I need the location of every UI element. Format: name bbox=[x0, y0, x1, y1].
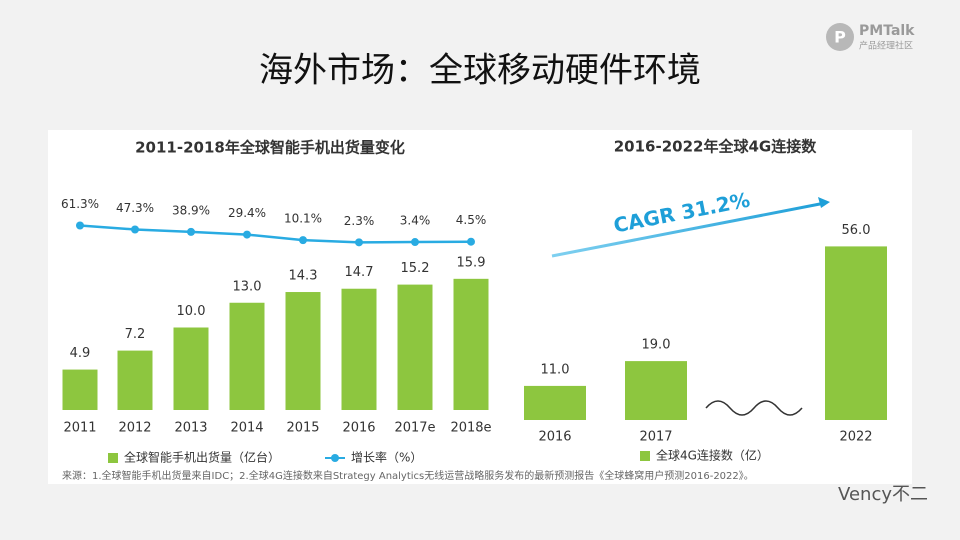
bar bbox=[285, 292, 321, 410]
x-tick-label: 2013 bbox=[174, 421, 207, 436]
x-tick-label: 2016 bbox=[342, 421, 375, 436]
x-tick-label: 2011 bbox=[63, 421, 96, 436]
data-label: 15.2 bbox=[401, 261, 430, 276]
bar bbox=[397, 284, 433, 410]
legend-label: 全球4G连接数（亿） bbox=[656, 448, 769, 463]
x-tick-label: 2016 bbox=[538, 430, 571, 445]
data-label: 4.5% bbox=[456, 213, 487, 227]
bar bbox=[62, 369, 98, 410]
data-label: 10.1% bbox=[284, 212, 322, 226]
bar bbox=[117, 350, 153, 410]
x-tick-label: 2018e bbox=[450, 421, 491, 436]
bar bbox=[625, 361, 687, 420]
point bbox=[131, 225, 139, 234]
x-tick-label: 2017e bbox=[394, 421, 435, 436]
data-label: 61.3% bbox=[61, 197, 99, 211]
data-label: 19.0 bbox=[642, 338, 671, 353]
bar bbox=[341, 288, 377, 410]
watermark: Vency不二 bbox=[838, 484, 928, 505]
legend-swatch bbox=[108, 453, 118, 463]
point bbox=[411, 238, 419, 247]
data-label: 14.3 bbox=[289, 269, 318, 284]
axis-break bbox=[705, 400, 803, 416]
bar bbox=[173, 327, 209, 410]
bar bbox=[229, 302, 265, 410]
line bbox=[79, 224, 472, 244]
x-tick-label: 2015 bbox=[286, 421, 319, 436]
data-label: 2.3% bbox=[344, 214, 375, 228]
logo-mark: P bbox=[834, 28, 846, 47]
point bbox=[467, 237, 475, 246]
x-tick-label: 2012 bbox=[118, 421, 151, 436]
bar bbox=[453, 278, 489, 410]
logo-subtext: 产品经理社区 bbox=[859, 40, 913, 52]
data-label: 4.9 bbox=[70, 346, 91, 361]
logo-text: PMTalk bbox=[859, 23, 915, 39]
x-tick-label: 2022 bbox=[839, 430, 872, 445]
legend-label: 增长率（%） bbox=[351, 450, 422, 465]
data-label: 15.9 bbox=[457, 255, 486, 270]
chart-title: 2016-2022年全球4G连接数 bbox=[614, 138, 817, 156]
data-label: 29.4% bbox=[228, 206, 266, 220]
bar bbox=[524, 385, 586, 420]
data-label: 47.3% bbox=[116, 201, 154, 215]
x-tick-label: 2014 bbox=[230, 421, 263, 436]
data-label: 56.0 bbox=[842, 223, 871, 238]
source-note: 来源：1.全球智能手机出货量来自IDC；2.全球4G连接数来自Strategy … bbox=[62, 469, 754, 482]
data-label: 14.7 bbox=[345, 265, 374, 280]
x-tick-label: 2017 bbox=[639, 430, 672, 445]
chart-title: 2011-2018年全球智能手机出货量变化 bbox=[135, 139, 405, 157]
legend-swatch bbox=[640, 451, 650, 461]
logo-icon bbox=[826, 23, 854, 51]
legend-swatch bbox=[331, 454, 339, 462]
point bbox=[355, 238, 363, 247]
cagr-arrowhead bbox=[818, 197, 830, 208]
point bbox=[299, 236, 307, 245]
cagr-arrow bbox=[551, 201, 826, 258]
bar bbox=[825, 246, 887, 420]
point bbox=[187, 227, 195, 236]
data-label: 10.0 bbox=[177, 304, 206, 319]
data-label: 38.9% bbox=[172, 203, 210, 217]
legend-label: 全球智能手机出货量（亿台） bbox=[124, 450, 280, 465]
slide-title: 海外市场：全球移动硬件环境 bbox=[259, 51, 701, 91]
data-label: 7.2 bbox=[125, 327, 146, 342]
data-label: 11.0 bbox=[541, 362, 570, 377]
data-label: 3.4% bbox=[400, 214, 431, 228]
point bbox=[76, 221, 84, 230]
point bbox=[243, 230, 251, 239]
data-label: 13.0 bbox=[233, 279, 262, 294]
